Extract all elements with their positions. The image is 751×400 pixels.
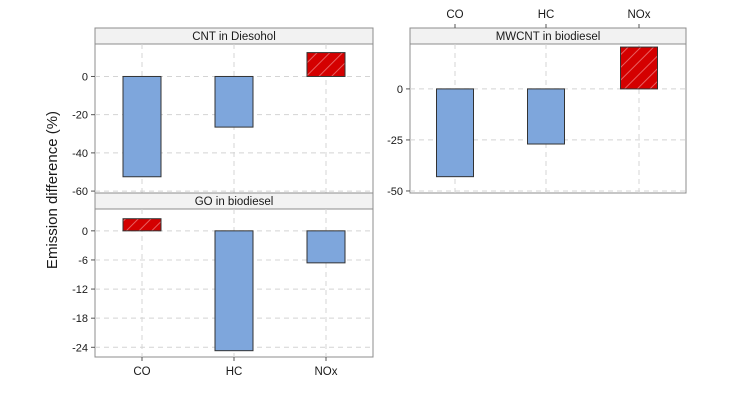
x-tick-label-nox: NOx <box>315 366 338 378</box>
y-tick-label: -50 <box>387 186 403 198</box>
y-tick-label: 0 <box>397 84 403 96</box>
x-tick-label-co: CO <box>446 9 463 21</box>
panel-cnt-in-diesohol: CNT in Diesohol 0 -20 -40 -60 <box>72 27 374 198</box>
y-tick-label: -20 <box>72 110 88 122</box>
y-tick-label: -18 <box>72 313 88 325</box>
bar-nox <box>306 230 346 264</box>
bar-hc <box>527 88 565 145</box>
x-tick-label-hc: HC <box>226 366 243 378</box>
y-tick-label: -12 <box>72 284 88 296</box>
panel-go-in-biodiesel: GO in biodiesel 0 -6 -12 -18 -24 <box>72 192 374 358</box>
y-tick-label: 0 <box>82 71 88 83</box>
panel-title: MWCNT in biodiesel <box>496 31 601 43</box>
bar-co <box>436 88 474 178</box>
y-tick-label: -25 <box>387 135 403 147</box>
bar-hc <box>214 75 254 128</box>
x-tick-label-hc: HC <box>538 9 555 21</box>
y-tick-label: -6 <box>78 255 88 267</box>
x-tick-label-co: CO <box>133 366 150 378</box>
bar-nox <box>620 46 658 90</box>
y-tick-label: -24 <box>72 342 88 354</box>
strip <box>409 27 687 45</box>
bar-hc <box>214 230 254 352</box>
y-axis-label: Emission difference (%) <box>44 111 61 269</box>
y-tick-label: 0 <box>82 226 88 238</box>
bar-nox <box>306 52 346 77</box>
bar-co <box>122 75 162 178</box>
panel-title: GO in biodiesel <box>195 196 274 208</box>
x-axis-top: CO HC NOx <box>446 9 651 28</box>
y-tick-label: -60 <box>72 186 88 198</box>
panel-title: CNT in Diesohol <box>192 31 276 43</box>
bar-co <box>122 218 162 232</box>
y-tick-label: -40 <box>72 148 88 160</box>
panel-mwcnt-in-biodiesel: MWCNT in biodiesel 0 -25 -50 <box>387 27 687 198</box>
x-axis-bottom: CO HC NOx <box>133 357 338 378</box>
x-tick-label-nox: NOx <box>628 9 651 21</box>
